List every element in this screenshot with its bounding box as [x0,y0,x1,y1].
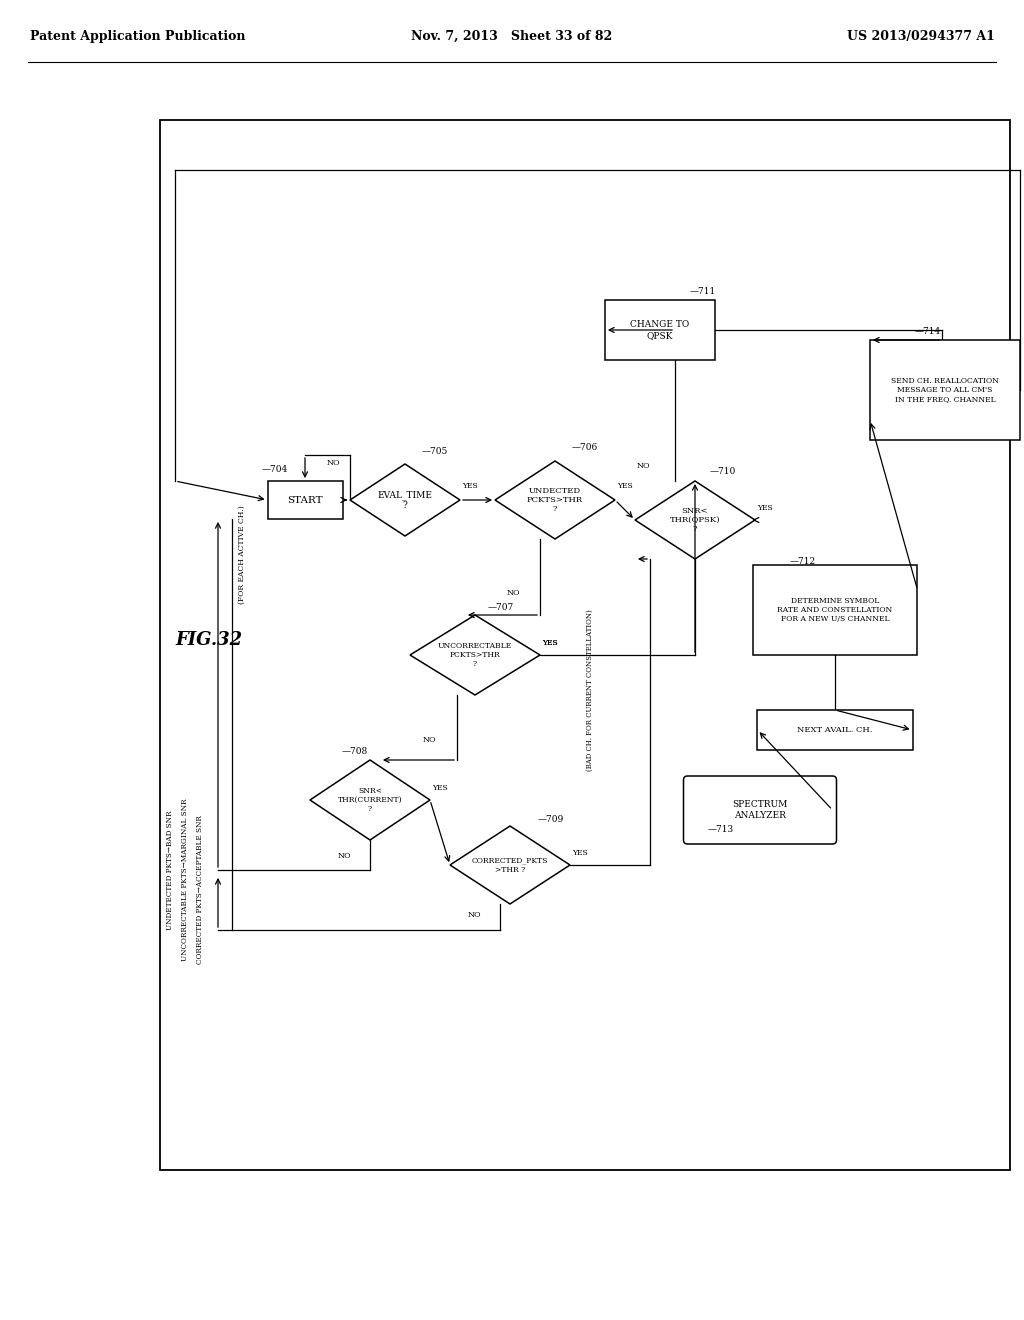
Text: NO: NO [327,459,341,467]
Text: Patent Application Publication: Patent Application Publication [30,30,246,44]
Text: —706: —706 [572,444,598,453]
FancyBboxPatch shape [753,565,918,655]
Text: —708: —708 [342,747,369,756]
Text: EVAL_TIME
?: EVAL_TIME ? [378,490,432,510]
Text: SPECTRUM
ANALYZER: SPECTRUM ANALYZER [732,800,787,820]
Bar [160,120,1010,1170]
Text: NO: NO [338,851,351,861]
Polygon shape [310,760,430,840]
Text: UNCORRECTABLE PKTS→MARGINAL SNR: UNCORRECTABLE PKTS→MARGINAL SNR [181,799,189,961]
Text: FIG.32: FIG.32 [175,631,242,649]
Text: YES: YES [617,482,633,490]
Polygon shape [495,461,615,539]
Text: —704: —704 [262,466,288,474]
Text: UNCORRECTABLE
PCKTS>THR
?: UNCORRECTABLE PCKTS>THR ? [438,642,512,668]
Text: START: START [287,495,323,504]
Text: —713: —713 [708,825,734,834]
Text: —714: —714 [915,327,941,337]
Text: NEXT AVAIL. CH.: NEXT AVAIL. CH. [798,726,872,734]
Text: —711: —711 [690,288,716,297]
Text: YES: YES [462,482,478,490]
FancyBboxPatch shape [870,341,1020,440]
Text: YES: YES [572,849,588,857]
Text: CHANGE TO
QPSK: CHANGE TO QPSK [631,321,689,339]
Text: (BAD CH. FOR CURRENT CONSTELLATION): (BAD CH. FOR CURRENT CONSTELLATION) [586,609,594,771]
FancyBboxPatch shape [267,480,342,519]
FancyBboxPatch shape [605,300,715,360]
Text: UNDETECTED PKTS→BAD SNR: UNDETECTED PKTS→BAD SNR [166,810,174,929]
Text: YES: YES [542,639,558,647]
Text: CORRECTED_PKTS
>THR ?: CORRECTED_PKTS >THR ? [472,857,548,874]
FancyBboxPatch shape [683,776,837,843]
Text: NO: NO [637,462,650,470]
Polygon shape [450,826,570,904]
Polygon shape [635,480,755,558]
Text: NO: NO [468,911,481,919]
Text: SNR<
THR(QPSK)
?: SNR< THR(QPSK) ? [670,507,720,533]
Text: —705: —705 [422,447,449,457]
Text: DETERMINE SYMBOL
RATE AND CONSTELLATION
FOR A NEW U/S CHANNEL: DETERMINE SYMBOL RATE AND CONSTELLATION … [777,597,893,623]
Text: YES: YES [542,639,558,647]
Polygon shape [410,615,540,696]
Text: NO: NO [507,589,520,597]
Text: —712: —712 [790,557,816,566]
Text: YES: YES [432,784,447,792]
FancyBboxPatch shape [758,710,912,750]
Text: US 2013/0294377 A1: US 2013/0294377 A1 [847,30,995,44]
Text: (FOR EACH ACTIVE CH.): (FOR EACH ACTIVE CH.) [238,506,246,605]
Text: UNDECTED
PCKTS>THR
?: UNDECTED PCKTS>THR ? [527,487,583,513]
Text: SEND CH. REALLOCATION
MESSAGE TO ALL CM'S
IN THE FREQ. CHANNEL: SEND CH. REALLOCATION MESSAGE TO ALL CM'… [891,376,999,403]
Text: —707: —707 [488,603,514,612]
Polygon shape [350,465,460,536]
Text: YES: YES [757,504,773,512]
Text: —710: —710 [710,467,736,477]
Text: CORRECTED PKTS→ACCEPTABLE SNR: CORRECTED PKTS→ACCEPTABLE SNR [196,816,204,965]
Text: —709: —709 [538,816,564,825]
Text: NO: NO [423,737,436,744]
Text: Nov. 7, 2013   Sheet 33 of 82: Nov. 7, 2013 Sheet 33 of 82 [412,30,612,44]
Text: SNR<
THR(CURRENT)
?: SNR< THR(CURRENT) ? [338,787,402,813]
